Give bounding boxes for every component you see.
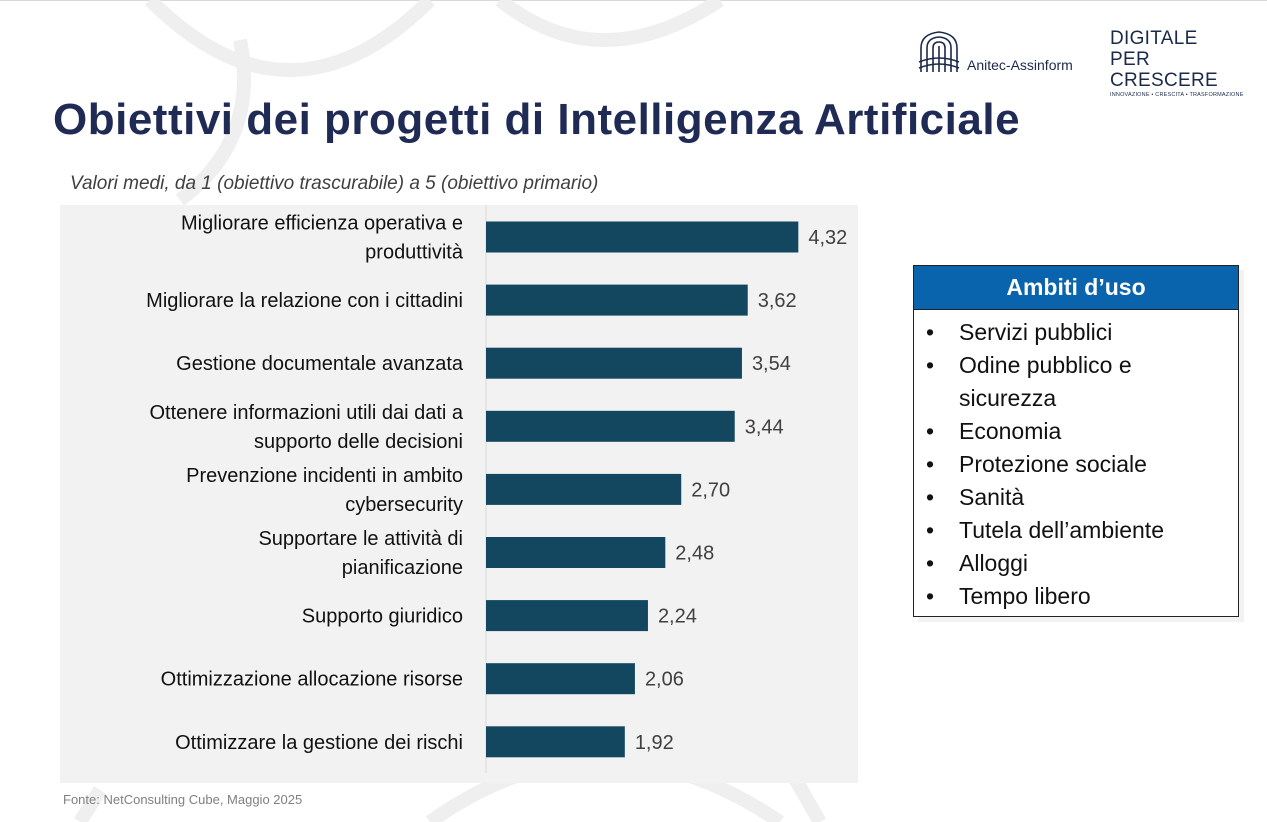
category-label: Supportare le attività di pianificazione bbox=[258, 528, 463, 579]
ambiti-item: • Tempo libero bbox=[914, 580, 1238, 613]
bullet-icon: • bbox=[926, 484, 935, 510]
bar bbox=[486, 410, 735, 442]
top-border bbox=[0, 0, 1267, 1]
bar bbox=[486, 663, 635, 695]
chart-subtitle: Valori medi, da 1 (obiettivo trascurabil… bbox=[70, 173, 599, 194]
bullet-icon: • bbox=[926, 583, 935, 609]
category-label: Ottenere informazioni utili dai dati a su… bbox=[150, 402, 464, 453]
category-label: Ottimizzare la gestione dei rischi bbox=[175, 732, 463, 754]
ambiti-item-label: Odine pubblico e sicurezza bbox=[959, 352, 1132, 411]
category-label-line: Migliorare la relazione con i cittadini bbox=[146, 290, 463, 312]
ambiti-item-label: Servizi pubblici bbox=[959, 319, 1113, 345]
ambiti-uso-title: Ambiti d’uso bbox=[914, 266, 1238, 310]
bullet-icon: • bbox=[926, 418, 935, 444]
category-label-line: supporto delle decisioni bbox=[254, 431, 463, 453]
bar-value-label: 2,48 bbox=[675, 543, 714, 565]
source-note: Fonte: NetConsulting Cube, Maggio 2025 bbox=[63, 792, 303, 807]
category-label-line: Supportare le attività di bbox=[258, 528, 463, 550]
category-label-line: pianificazione bbox=[342, 557, 463, 579]
category-label: Migliorare efficienza operativa e produtt… bbox=[181, 213, 464, 264]
ambiti-uso-list: • Servizi pubblici • Odine pubblico e sicu… bbox=[914, 310, 1238, 613]
category-label-line: cybersecurity bbox=[345, 494, 463, 516]
ambiti-item: • Alloggi bbox=[914, 547, 1238, 580]
category-label-line: Supporto giuridico bbox=[302, 606, 463, 628]
bar-value-label: 3,44 bbox=[745, 416, 784, 438]
bullet-icon: • bbox=[926, 550, 935, 576]
bar-value-label: 2,70 bbox=[691, 479, 730, 501]
category-label: Supporto giuridico bbox=[302, 606, 463, 628]
bar-value-label: 1,92 bbox=[635, 732, 674, 754]
category-label: Migliorare la relazione con i cittadini bbox=[146, 290, 463, 312]
bar bbox=[486, 284, 748, 316]
bullet-icon: • bbox=[926, 451, 935, 477]
ambiti-item-label: Sanità bbox=[959, 484, 1025, 510]
ambiti-item-label: Economia bbox=[959, 418, 1062, 444]
bar-value-label: 2,24 bbox=[658, 606, 697, 628]
category-label-line: Prevenzione incidenti in ambito bbox=[186, 465, 463, 487]
bar-chart: 4,32 Migliorare efficienza operativa e pro… bbox=[146, 205, 847, 773]
digitale-logo-line2: PER CRESCERE bbox=[1110, 49, 1218, 91]
category-label-line: produttività bbox=[365, 242, 464, 264]
bar-value-label: 2,06 bbox=[645, 669, 684, 691]
category-label-line: Gestione documentale avanzata bbox=[176, 353, 464, 375]
category-label: Gestione documentale avanzata bbox=[176, 353, 464, 375]
bar bbox=[486, 221, 799, 253]
bar bbox=[486, 537, 666, 568]
category-label-line: Ottimizzare la gestione dei rischi bbox=[175, 732, 463, 754]
ambiti-item-label: Tutela dell’ambiente bbox=[959, 517, 1164, 543]
digitale-per-crescere-logo: DIGITALE PER CRESCERE INNOVAZIONE • CRES… bbox=[1110, 28, 1260, 98]
bullet-icon: • bbox=[926, 319, 935, 345]
bar bbox=[486, 600, 648, 632]
bar bbox=[486, 726, 625, 758]
category-label: Prevenzione incidenti in ambito cybersecu… bbox=[186, 465, 463, 516]
ambiti-uso-box: Ambiti d’uso • Servizi pubblici • Odine pu… bbox=[913, 265, 1239, 617]
bullet-icon: • bbox=[926, 352, 935, 378]
anitec-emblem-icon bbox=[918, 31, 960, 72]
bar bbox=[486, 347, 742, 379]
digitale-logo-tagline: INNOVAZIONE • CRESCITA • TRASFORMAZIONE bbox=[1110, 92, 1244, 98]
digitale-logo-line1: DIGITALE bbox=[1110, 28, 1198, 49]
bar-value-label: 3,54 bbox=[752, 353, 791, 375]
ambiti-item: • Protezione sociale bbox=[914, 448, 1238, 481]
bullet-icon: • bbox=[926, 517, 935, 543]
category-label-line: Ottimizzazione allocazione risorse bbox=[161, 669, 463, 691]
bar-value-label: 3,62 bbox=[758, 290, 797, 312]
category-label: Ottimizzazione allocazione risorse bbox=[161, 669, 463, 691]
bar-value-label: 4,32 bbox=[808, 227, 847, 249]
ambiti-item: • Sanità bbox=[914, 481, 1238, 514]
bar bbox=[486, 473, 682, 505]
ambiti-item-label: Protezione sociale bbox=[959, 451, 1147, 477]
ambiti-item-label: Alloggi bbox=[959, 550, 1029, 576]
category-label-line: Migliorare efficienza operativa e bbox=[181, 213, 463, 235]
ambiti-item: • Economia bbox=[914, 415, 1238, 448]
anitec-assinform-logo: Anitec-Assinform bbox=[915, 28, 1080, 78]
ambiti-item: • Tutela dell’ambiente bbox=[914, 514, 1238, 547]
page-title: Obiettivi dei progetti di Intelligenza A… bbox=[53, 95, 1021, 144]
ambiti-item-label: Tempo libero bbox=[959, 583, 1091, 609]
ambiti-item: • Servizi pubblici bbox=[914, 316, 1238, 349]
ambiti-item: • Odine pubblico e sicurezza bbox=[914, 349, 1238, 415]
anitec-logo-text: Anitec-Assinform bbox=[967, 57, 1073, 73]
category-label-line: Ottenere informazioni utili dai dati a bbox=[150, 402, 464, 424]
